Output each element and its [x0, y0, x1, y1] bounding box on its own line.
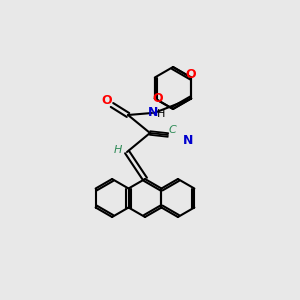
Text: N: N [183, 134, 193, 146]
Text: O: O [186, 68, 196, 81]
Text: O: O [102, 94, 112, 106]
Text: H: H [114, 145, 122, 155]
Text: H: H [157, 109, 165, 119]
Text: C: C [168, 125, 176, 135]
Text: N: N [148, 106, 158, 118]
Text: O: O [152, 92, 163, 105]
